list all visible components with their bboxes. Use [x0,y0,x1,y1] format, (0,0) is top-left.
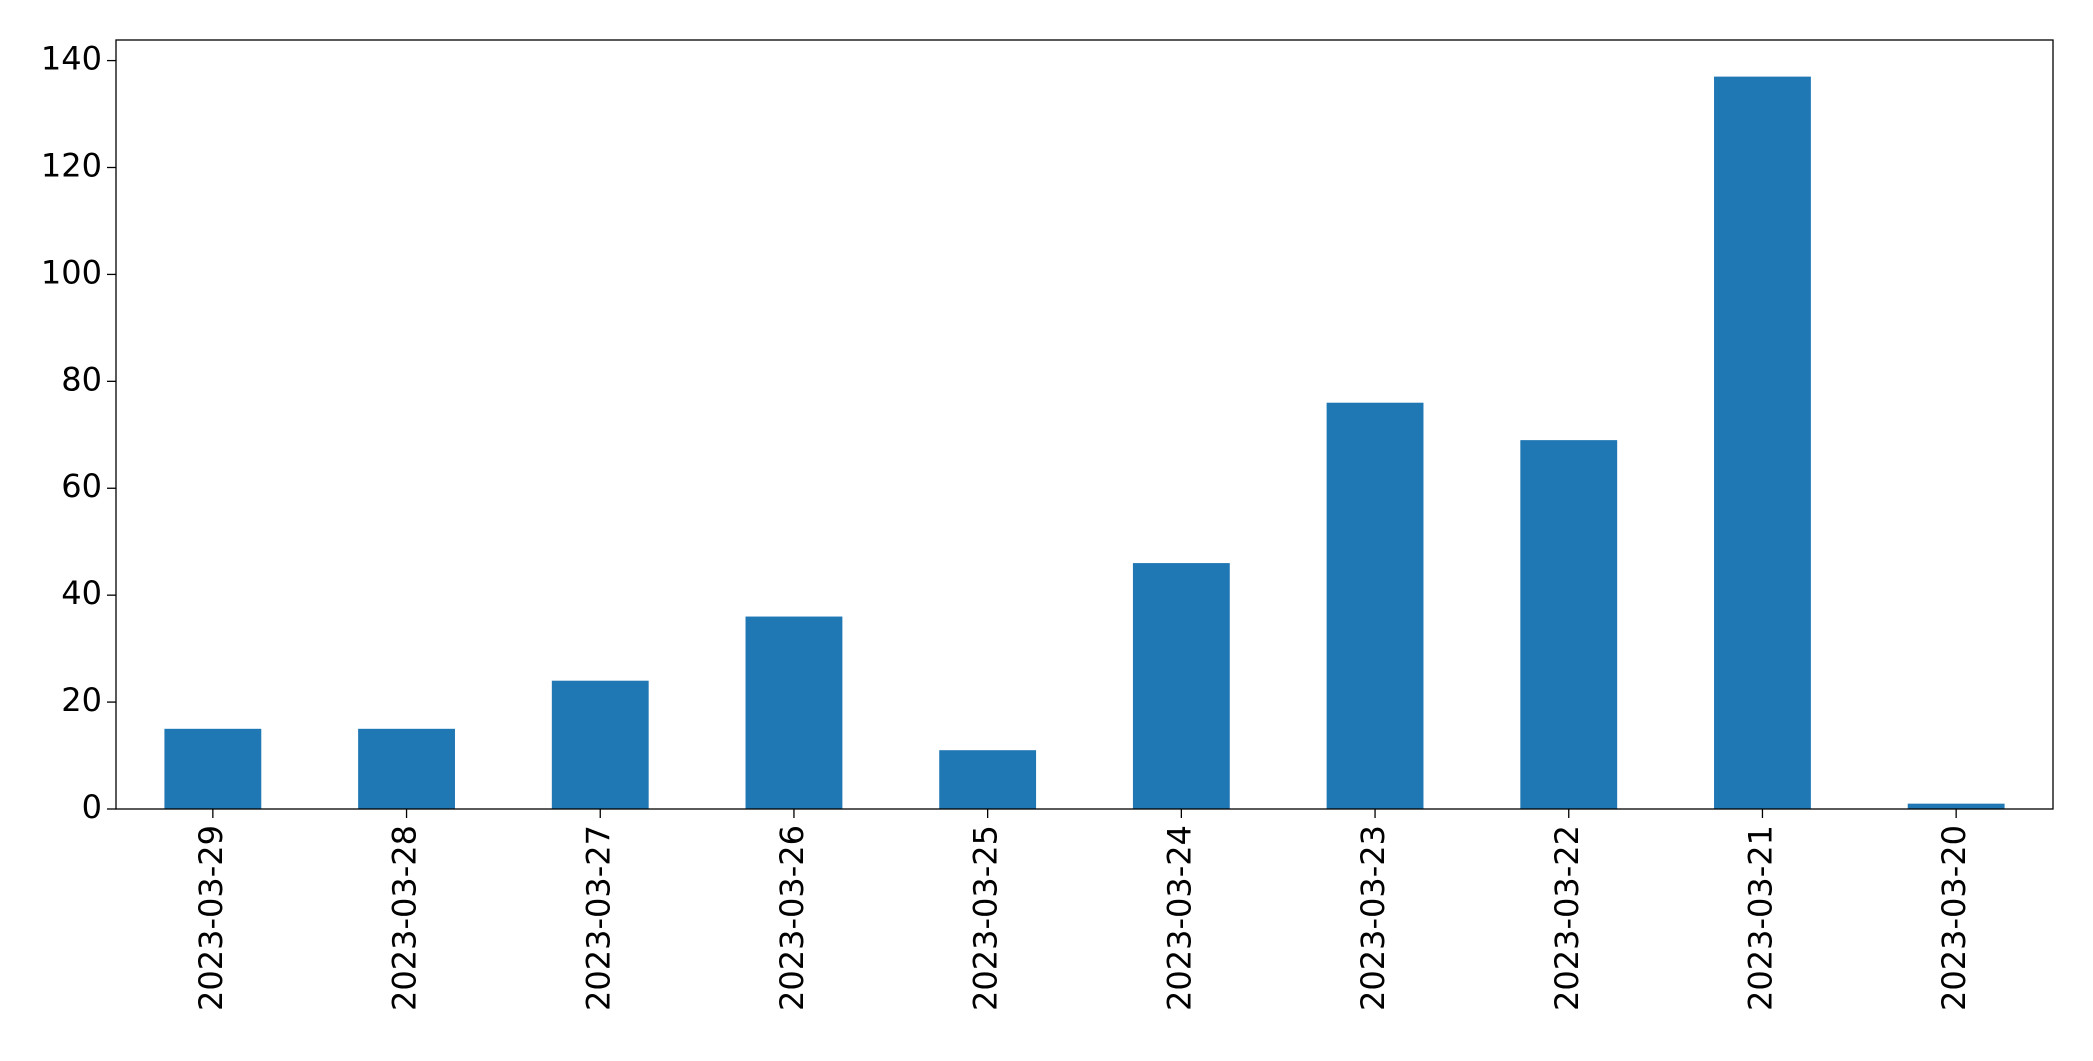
y-tick-label: 20 [61,681,102,719]
bar [745,616,843,809]
y-tick-label: 120 [41,146,102,184]
x-tick-label: 2023-03-26 [773,825,811,1011]
x-tick-label: 2023-03-21 [1741,825,1779,1011]
x-tick-label: 2023-03-22 [1548,825,1586,1011]
y-tick-label: 100 [41,253,102,291]
x-tick-label: 2023-03-25 [967,825,1005,1011]
bar [358,728,455,809]
x-tick-label: 2023-03-20 [1935,825,1973,1011]
x-tick-label: 2023-03-24 [1160,825,1198,1011]
y-tick-label: 40 [61,574,102,612]
y-tick-label: 80 [61,360,102,398]
plot-frame [115,39,2054,810]
x-tick-label: 2023-03-28 [386,825,424,1011]
y-tick-label: 0 [82,788,102,826]
bar [1520,440,1618,809]
bar [1907,803,2005,809]
bar [1326,402,1424,809]
bar [1714,76,1811,810]
y-tick-label: 60 [61,467,102,505]
bar [939,750,1037,809]
bar [551,680,649,809]
x-tick-label: 2023-03-23 [1354,825,1392,1011]
x-tick-label: 2023-03-29 [192,825,230,1011]
x-tick-label: 2023-03-27 [579,825,617,1011]
bar [1132,563,1230,809]
bar [164,728,262,809]
y-tick-label: 140 [41,40,102,78]
